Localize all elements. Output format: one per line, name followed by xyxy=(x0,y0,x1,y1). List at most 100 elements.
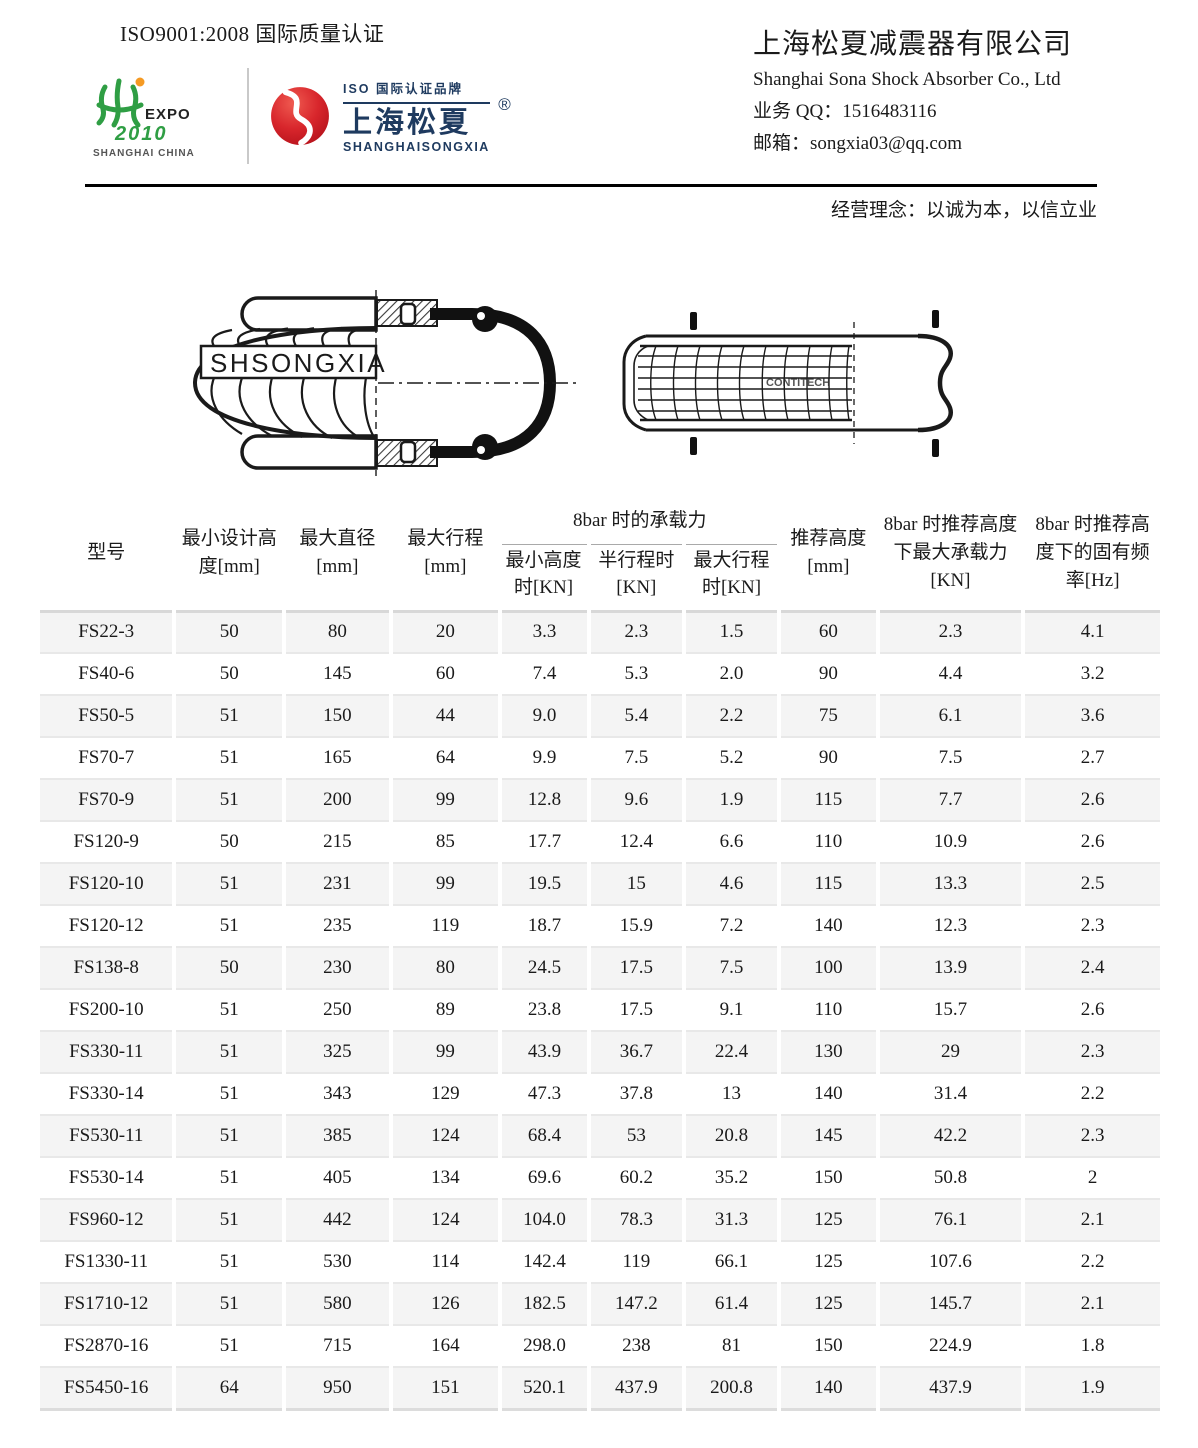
value-cell: 2.4 xyxy=(1021,946,1160,990)
value-cell: 215 xyxy=(282,820,391,864)
value-cell: 4.6 xyxy=(681,862,780,906)
value-cell: 51 xyxy=(172,1114,285,1158)
value-cell: 60 xyxy=(777,611,878,654)
value-cell: 3.3 xyxy=(498,611,589,654)
value-cell: 7.5 xyxy=(681,946,780,990)
table-row: FS2870-16 51 715 164 298.0 238 81 150 224.9 1.8 xyxy=(40,1324,1160,1368)
value-cell: 200.8 xyxy=(681,1366,780,1411)
value-cell: 104.0 xyxy=(498,1198,589,1242)
value-cell: 129 xyxy=(388,1072,501,1116)
value-cell: 126 xyxy=(388,1282,501,1326)
value-cell: 1.9 xyxy=(1021,1366,1160,1411)
value-cell: 80 xyxy=(282,611,391,654)
value-cell: 64 xyxy=(172,1366,285,1411)
value-cell: 85 xyxy=(388,820,501,864)
value-cell: 2.3 xyxy=(1021,1030,1160,1074)
value-cell: 1.5 xyxy=(681,611,780,654)
value-cell: 238 xyxy=(586,1324,684,1368)
value-cell: 230 xyxy=(282,946,391,990)
model-cell: FS2870-16 xyxy=(40,1324,175,1368)
col-header-min-design-height: 最小设计高度[mm] xyxy=(172,502,285,613)
value-cell: 124 xyxy=(388,1114,501,1158)
value-cell: 2.3 xyxy=(875,611,1024,654)
value-cell: 51 xyxy=(172,988,285,1032)
value-cell: 7.5 xyxy=(586,736,684,780)
value-cell: 2.2 xyxy=(1021,1072,1160,1116)
songxia-brand-en: SHANGHAISONGXIA xyxy=(343,140,490,155)
value-cell: 437.9 xyxy=(875,1366,1024,1411)
value-cell: 43.9 xyxy=(498,1030,589,1074)
value-cell: 51 xyxy=(172,1156,285,1200)
value-cell: 20 xyxy=(388,611,501,654)
value-cell: 325 xyxy=(282,1030,391,1074)
iso-certification-text: ISO9001:2008 国际质量认证 xyxy=(120,22,385,46)
col-header-at-min-height: 最小高度时[KN] xyxy=(500,544,589,613)
value-cell: 6.1 xyxy=(875,694,1024,738)
table-row: FS330-14 51 343 129 47.3 37.8 13 140 31.4 2.2 xyxy=(40,1072,1160,1116)
value-cell: 51 xyxy=(172,736,285,780)
value-cell: 66.1 xyxy=(681,1240,780,1284)
value-cell: 90 xyxy=(777,736,878,780)
value-cell: 69.6 xyxy=(498,1156,589,1200)
expo-location: SHANGHAI CHINA xyxy=(93,148,195,159)
col-header-at-max-stroke: 最大行程时[KN] xyxy=(681,544,780,613)
value-cell: 124 xyxy=(388,1198,501,1242)
value-cell: 42.2 xyxy=(875,1114,1024,1158)
table-row: FS1710-12 51 580 126 182.5 147.2 61.4 125 145.7 2… xyxy=(40,1282,1160,1326)
value-cell: 442 xyxy=(282,1198,391,1242)
company-motto: 经营理念：以诚为本，以信立业 xyxy=(830,200,1097,221)
table-row: FS70-7 51 165 64 9.9 7.5 5.2 90 7.5 2.7 xyxy=(40,736,1160,780)
expo-logo-figure-wrap: EXPO xyxy=(93,73,191,137)
value-cell: 142.4 xyxy=(498,1240,589,1284)
model-cell: FS50-5 xyxy=(40,694,175,738)
table-row: FS40-6 50 145 60 7.4 5.3 2.0 90 4.4 3.2 xyxy=(40,652,1160,696)
value-cell: 147.2 xyxy=(586,1282,684,1326)
value-cell: 76.1 xyxy=(875,1198,1024,1242)
model-cell: FS960-12 xyxy=(40,1198,175,1242)
value-cell: 224.9 xyxy=(875,1324,1024,1368)
col-header-max-diameter: 最大直径[mm] xyxy=(282,502,391,613)
value-cell: 2.3 xyxy=(586,611,684,654)
value-cell: 145.7 xyxy=(875,1282,1024,1326)
value-cell: 2.5 xyxy=(1021,862,1160,906)
value-cell: 200 xyxy=(282,778,391,822)
value-cell: 231 xyxy=(282,862,391,906)
value-cell: 150 xyxy=(777,1324,878,1368)
value-cell: 12.8 xyxy=(498,778,589,822)
value-cell: 1.9 xyxy=(681,778,780,822)
table-row: FS960-12 51 442 124 104.0 78.3 31.3 125 76.1 2.1 xyxy=(40,1198,1160,1242)
value-cell: 7.2 xyxy=(681,904,780,948)
col-header-recommended-height: 推荐高度[mm] xyxy=(777,502,878,613)
songxia-brand-cn-text: 上海松夏 xyxy=(343,106,472,139)
header-left: ISO9001:2008 国际质量认证 E xyxy=(85,18,645,170)
value-cell: 51 xyxy=(172,1240,285,1284)
value-cell: 4.1 xyxy=(1021,611,1160,654)
value-cell: 80 xyxy=(388,946,501,990)
value-cell: 51 xyxy=(172,862,285,906)
value-cell: 60.2 xyxy=(586,1156,684,1200)
value-cell: 20.8 xyxy=(681,1114,780,1158)
value-cell: 9.0 xyxy=(498,694,589,738)
table-row: FS120-9 50 215 85 17.7 12.4 6.6 110 10.9 2.6 xyxy=(40,820,1160,864)
value-cell: 23.8 xyxy=(498,988,589,1032)
company-email: 邮箱：songxia03@qq.com xyxy=(753,133,963,154)
value-cell: 150 xyxy=(777,1156,878,1200)
value-cell: 99 xyxy=(388,778,501,822)
value-cell: 235 xyxy=(282,904,391,948)
value-cell: 51 xyxy=(172,778,285,822)
value-cell: 950 xyxy=(282,1366,391,1411)
value-cell: 7.7 xyxy=(875,778,1024,822)
table-row: FS5450-16 64 950 151 520.1 437.9 200.8 140 437.9… xyxy=(40,1366,1160,1411)
header-rule xyxy=(85,184,1097,187)
value-cell: 18.7 xyxy=(498,904,589,948)
value-cell: 9.1 xyxy=(681,988,780,1032)
expo-word: EXPO xyxy=(145,106,191,123)
value-cell: 31.4 xyxy=(875,1072,1024,1116)
model-cell: FS120-10 xyxy=(40,862,175,906)
value-cell: 2.6 xyxy=(1021,988,1160,1032)
company-name-cn: 上海松夏减震器有限公司 xyxy=(753,29,1073,60)
value-cell: 164 xyxy=(388,1324,501,1368)
value-cell: 50.8 xyxy=(875,1156,1024,1200)
model-cell: FS40-6 xyxy=(40,652,175,696)
value-cell: 13.3 xyxy=(875,862,1024,906)
